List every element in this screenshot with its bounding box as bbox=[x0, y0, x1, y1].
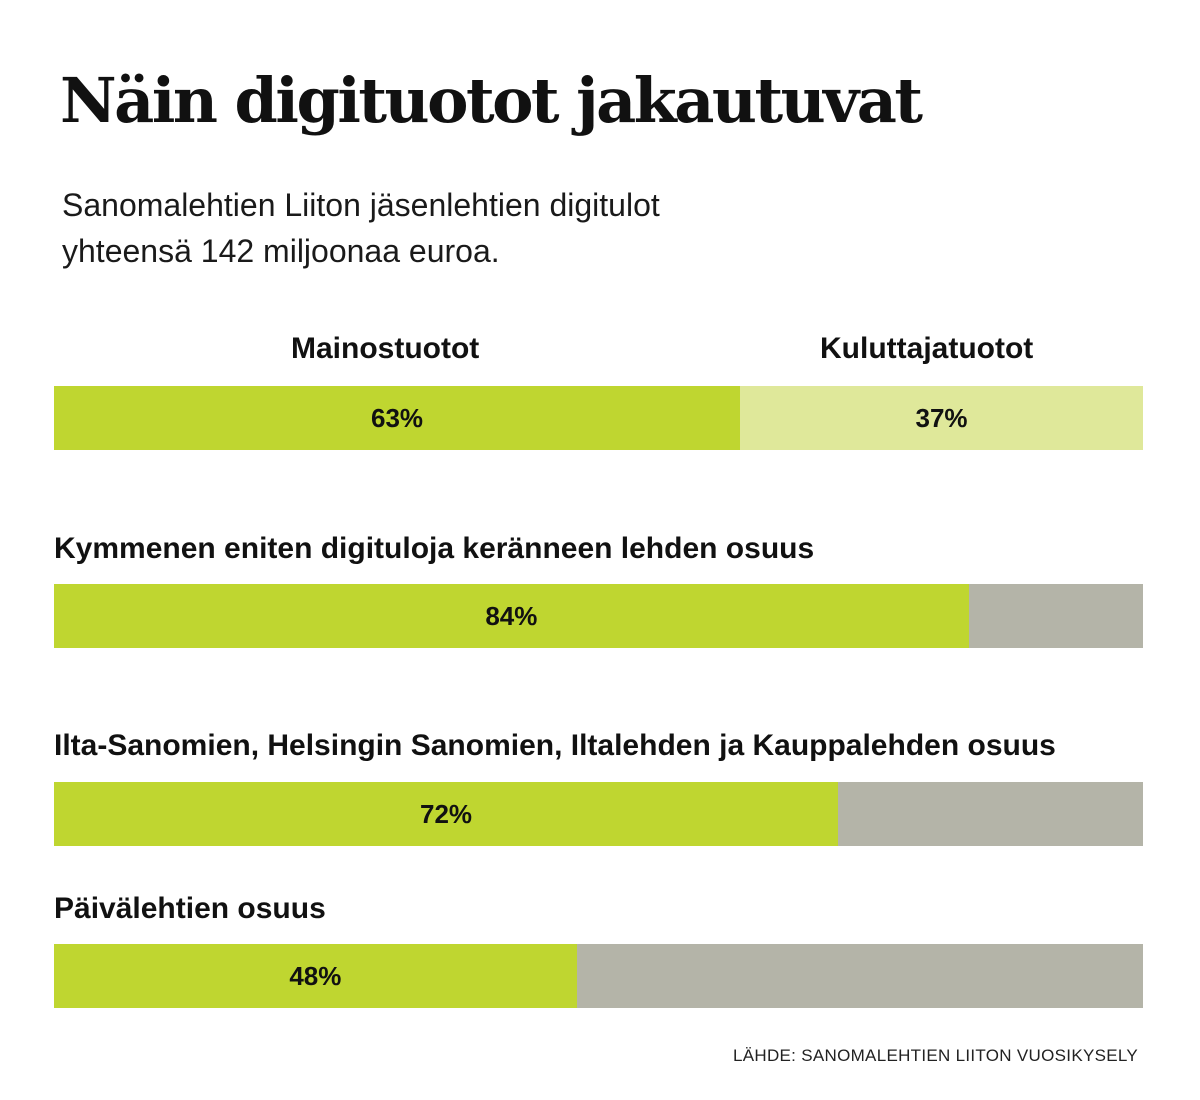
chart-subtitle: Sanomalehtien Liiton jäsenlehtien digitu… bbox=[62, 182, 822, 274]
value-label-top-ten: 84% bbox=[485, 600, 538, 631]
value-label-daily-papers: 48% bbox=[289, 960, 342, 991]
subtitle-line-2: yhteensä 142 miljoonaa euroa. bbox=[62, 233, 500, 269]
bar-daily-papers-share bbox=[54, 944, 577, 1008]
bar-track-four-papers: 72% bbox=[54, 782, 1143, 846]
bar-kuluttajatuotot bbox=[740, 386, 1143, 450]
bar-track-daily-papers: 48% bbox=[54, 944, 1143, 1008]
chart-4-title: Päivälehtien osuus bbox=[54, 892, 326, 925]
value-label-mainostuotot: 63% bbox=[371, 402, 424, 433]
chart-3-title: Ilta-Sanomien, Helsingin Sanomien, Iltal… bbox=[54, 729, 1056, 762]
subtitle-line-1: Sanomalehtien Liiton jäsenlehtien digitu… bbox=[62, 187, 660, 223]
value-label-four-papers: 72% bbox=[420, 798, 473, 829]
bar-top-ten-share bbox=[54, 584, 969, 648]
bar-track-top-ten: 84% bbox=[54, 584, 1143, 648]
chart-title: Näin digituotot jakautuvat bbox=[60, 64, 923, 137]
value-label-kuluttajatuotot: 37% bbox=[915, 402, 968, 433]
source-note: LÄHDE: SANOMALEHTIEN LIITON VUOSIKYSELY bbox=[732, 1046, 1138, 1065]
bar-four-papers-share bbox=[54, 782, 839, 846]
bar-track-revenue-split: 63% 37% bbox=[54, 386, 1143, 450]
chart-2-title: Kymmenen eniten digituloja keränneen leh… bbox=[54, 532, 815, 565]
category-label-mainostuotot: Mainostuotot bbox=[291, 332, 480, 365]
category-label-kuluttajatuotot: Kuluttajatuotot bbox=[820, 332, 1034, 365]
bar-mainostuotot bbox=[54, 386, 741, 450]
